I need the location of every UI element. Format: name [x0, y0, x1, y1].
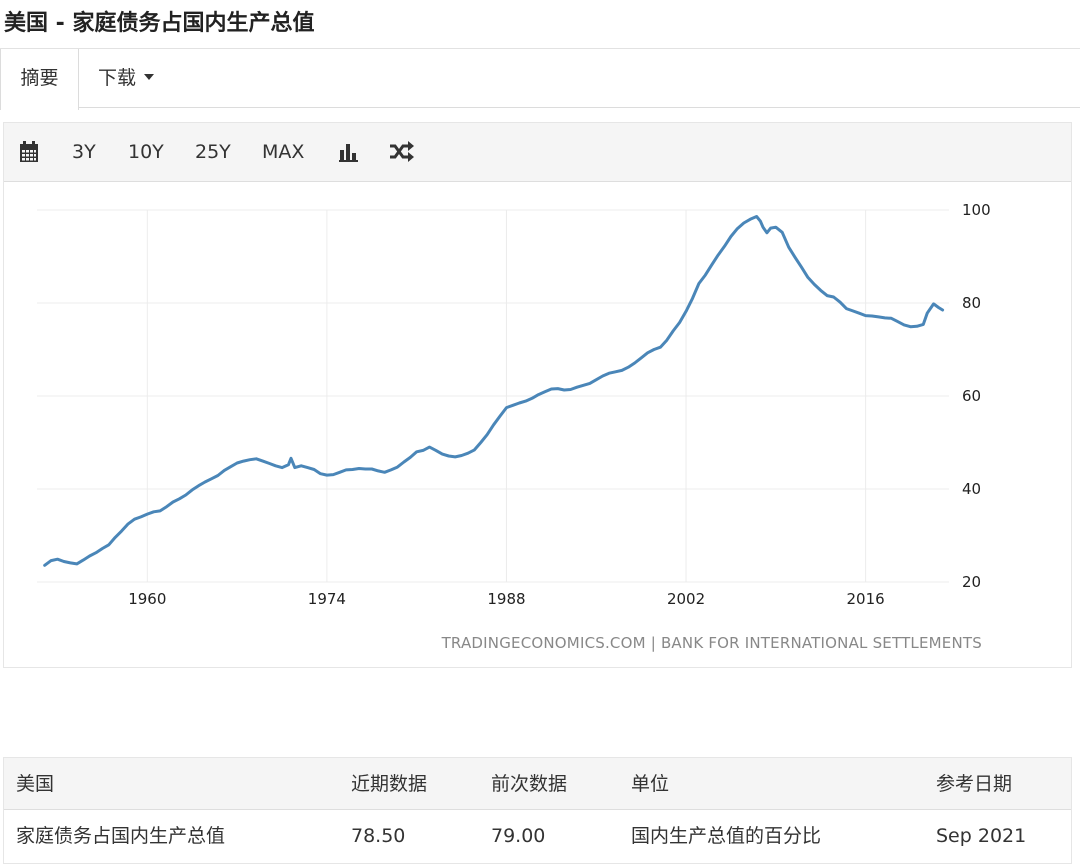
source-label: TRADINGECONOMICS.COM | BANK FOR INTERNAT… — [441, 634, 982, 652]
tab-download-label: 下载 — [98, 67, 137, 89]
data-table: 美国 近期数据 前次数据 单位 参考日期 家庭债务占国内生产总值 78.50 7… — [3, 757, 1072, 864]
x-tick-label: 2016 — [847, 590, 885, 608]
x-tick-label: 1988 — [487, 590, 525, 608]
shuffle-icon[interactable] — [389, 141, 415, 163]
bar-chart-icon[interactable] — [339, 142, 359, 162]
y-tick-label: 60 — [962, 387, 981, 405]
tab-summary[interactable]: 摘要 — [0, 49, 79, 110]
x-tick-label: 2002 — [667, 590, 705, 608]
row-reference-date: Sep 2021 — [936, 825, 1027, 847]
row-previous-value: 79.00 — [491, 825, 546, 847]
header-reference-date: 参考日期 — [936, 773, 1013, 795]
tab-download[interactable]: 下载 — [98, 49, 155, 109]
calendar-icon[interactable] — [19, 141, 39, 163]
row-indicator-link[interactable]: 家庭债务占国内生产总值 — [16, 825, 226, 847]
x-tick-label: 1974 — [308, 590, 346, 608]
page-title: 美国 - 家庭债务占国内生产总值 — [4, 11, 315, 36]
row-unit: 国内生产总值的百分比 — [631, 825, 822, 847]
range-max-button[interactable]: MAX — [262, 141, 305, 163]
chart-toolbar: 3Y 10Y 25Y MAX — [4, 123, 1071, 182]
caret-down-icon — [144, 73, 155, 80]
series-line — [43, 215, 945, 567]
y-tick-label: 20 — [962, 573, 981, 591]
header-latest: 近期数据 — [351, 773, 428, 795]
y-tick-label: 80 — [962, 294, 981, 312]
row-latest-value: 78.50 — [351, 825, 406, 847]
table-row: 家庭债务占国内生产总值 78.50 79.00 国内生产总值的百分比 Sep 2… — [4, 810, 1071, 863]
header-country: 美国 — [16, 773, 55, 795]
x-tick-label: 1960 — [128, 590, 166, 608]
line-chart: 20 40 60 80 100 1960 1974 1988 2002 2016 TRADING… — [37, 201, 991, 652]
table-header-row: 美国 近期数据 前次数据 单位 参考日期 — [4, 758, 1071, 810]
y-tick-label: 100 — [962, 201, 991, 219]
tab-bar: 摘要 下载 — [0, 48, 1080, 110]
header-previous: 前次数据 — [491, 773, 568, 795]
chart-panel: 3Y 10Y 25Y MAX 20 40 60 80 100 1960 1974 1988 2… — [3, 122, 1072, 668]
header-unit: 单位 — [631, 773, 670, 795]
y-tick-label: 40 — [962, 480, 981, 498]
range-25y-button[interactable]: 25Y — [195, 141, 231, 163]
range-3y-button[interactable]: 3Y — [72, 141, 96, 163]
range-10y-button[interactable]: 10Y — [128, 141, 164, 163]
